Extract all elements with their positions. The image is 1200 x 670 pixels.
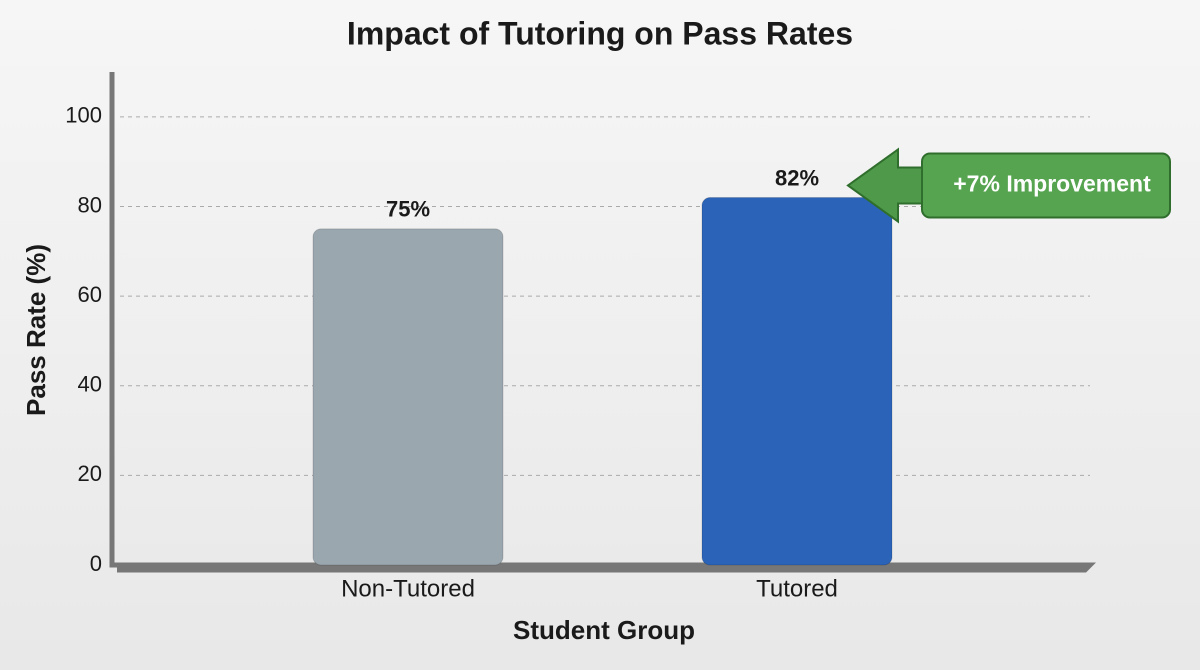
x-tick-label: Non-Tutored [341, 575, 475, 602]
value-label: 75% [386, 197, 430, 222]
annotation-text: +7% Improvement [953, 171, 1151, 197]
y-tick-label: 40 [78, 372, 102, 397]
bar [701, 196, 893, 566]
x-axis-title: Student Group [513, 615, 695, 645]
y-tick-label: 60 [78, 282, 102, 307]
chart-title: Impact of Tutoring on Pass Rates [347, 15, 853, 51]
annotation-box [921, 152, 1171, 219]
y-tick-label: 100 [65, 103, 102, 128]
value-label: 82% [775, 165, 819, 190]
y-tick-label: 80 [78, 192, 102, 217]
x-tick-label: Tutored [756, 575, 838, 602]
axis-line [109, 72, 1097, 573]
y-axis-title: Pass Rate (%) [21, 244, 51, 416]
bar [312, 228, 504, 566]
y-tick-label: 0 [90, 551, 102, 576]
y-tick-label: 20 [78, 461, 102, 486]
